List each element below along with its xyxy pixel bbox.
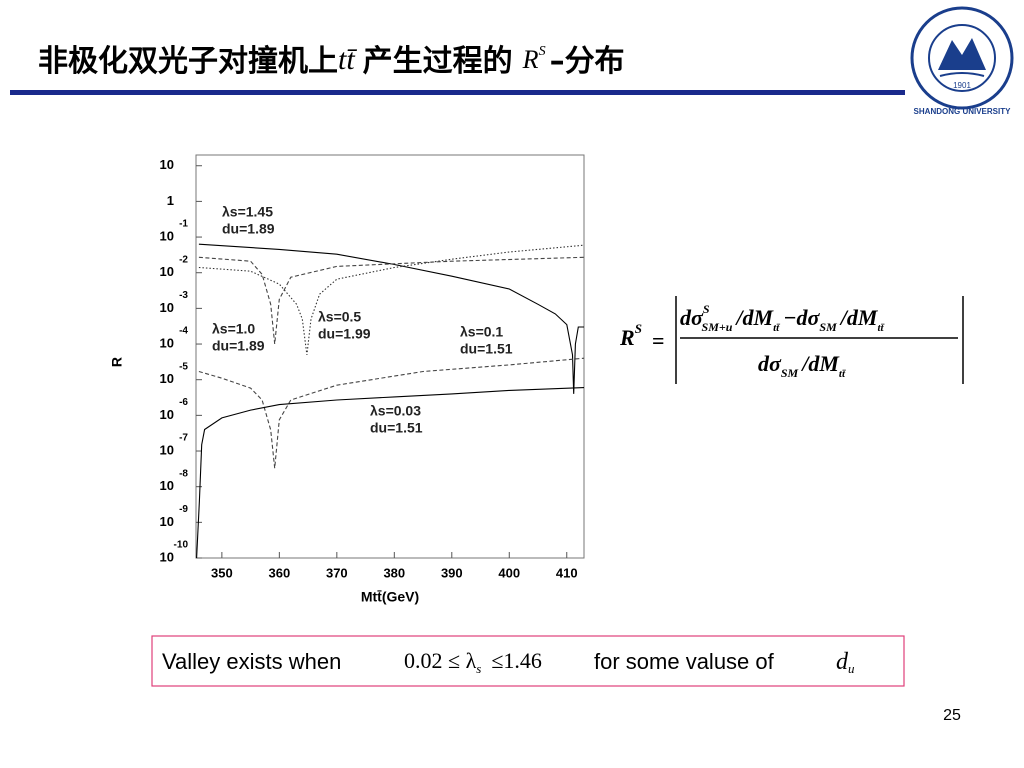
y-tick-label: 10 [160,514,174,529]
formula-part: /dM [734,305,774,330]
chart-bg [104,150,602,612]
y-tick-label: 10 [160,264,174,279]
logo-name: SHANDONG UNIVERSITY [914,107,1012,116]
formula-part: SM [819,320,837,334]
series-du: du=1.89 [222,221,275,237]
formula-part: dσ [680,305,704,330]
x-tick-label: 410 [556,565,578,580]
note-text: for some valuse of [594,649,775,674]
y-tick-label: 10 [160,228,174,243]
note-box [151,635,905,687]
y-tick-exponent: -8 [179,468,188,479]
series-du: du=1.89 [212,338,265,354]
y-tick-label: 10 [160,549,174,564]
series-label: λs=1.45 [222,204,273,220]
title-tt: tt̄ [338,43,358,76]
note-text: Valley exists when [162,649,341,674]
note-du: u [848,661,855,676]
page-number: 25 [943,707,961,724]
y-tick-exponent: -6 [179,397,188,408]
formula-lhs: RS [619,321,642,350]
y-tick-label: 10 [160,371,174,386]
y-tick-label: 1 [167,193,174,208]
y-tick-label: 10 [160,300,174,315]
y-tick-exponent: -9 [179,504,188,515]
x-axis-label: Mtt̄(GeV) [361,588,419,604]
note-range: s [476,661,481,676]
formula-part: dσ [758,351,782,376]
logo-wave [939,72,985,77]
y-tick-label: 10 [160,407,174,422]
series-du: du=1.99 [318,326,371,342]
y-tick-exponent: -7 [179,433,188,444]
series-line [196,387,585,559]
x-tick-label: 370 [326,565,348,580]
note-du: d [836,649,849,675]
series-label: λs=0.03 [370,403,421,419]
x-tick-label: 380 [383,565,405,580]
series-line [198,357,585,469]
title: 非极化双光子对撞机上tt̄ 产生过程的 RS –分布 [38,43,625,79]
series-label: λs=0.5 [318,309,361,325]
x-tick-label: 360 [268,565,290,580]
y-tick-label: 10 [160,335,174,350]
logo-ring [928,24,996,92]
formula-eq: = [652,328,665,353]
title-text: 产生过程的 [363,44,513,79]
y-tick-exponent: -2 [179,254,188,265]
y-tick-label: 10 [160,442,174,457]
series-label: λs=1.0 [212,321,255,337]
logo-year: 1901 [953,81,971,90]
formula-part: −dσ [783,305,820,330]
formula-part: S [635,321,642,336]
formula-part: tt̄ [773,322,780,334]
formula: RS = dσS SM+u/dMtt̄ −dσSM/dMtt̄ dσSM/dMtt̄ [619,296,964,384]
note-range: ≤1.46 [491,648,542,673]
formula-part: tt̄ [877,322,884,334]
formula-numerator: dσS SM+u/dMtt̄ −dσSM/dMtt̄ [680,302,885,334]
plot-frame [195,154,585,559]
title-text: –分布 [550,44,625,79]
logo-mountain [938,38,986,70]
logo-ring [910,6,1014,110]
formula-part: /dM [800,351,840,376]
series-line [198,243,584,394]
x-tick-label: 350 [211,565,233,580]
formula-part: SM+u [702,320,733,334]
chart: 350 360 370 380 390 400 410 10 1 10 -1 10 -2 10 -3 10 -4… [104,150,602,612]
x-tick-label: 390 [441,565,463,580]
formula-part: R [619,325,635,350]
y-tick-exponent: -3 [179,290,188,301]
y-tick-label: 10 [160,157,174,172]
title-text: 非极化双光子对撞机上 [38,44,338,79]
y-tick-exponent: -4 [179,326,188,337]
note-range: 0.02 ≤ λ [404,648,477,673]
y-axis-label: R [109,357,125,367]
formula-part: /dM [839,305,879,330]
note: Valley exists when 0.02 ≤ λs ≤1.46 for some… [162,648,855,676]
title-rule [10,90,905,95]
series-du: du=1.51 [460,341,513,357]
formula-part: S [703,302,710,316]
x-tick-label: 400 [498,565,520,580]
series-line [198,256,585,345]
logo: 1901 SHANDONG UNIVERSITY [910,6,1014,116]
y-tick-exponent: -10 [174,540,189,551]
formula-part: SM [781,366,799,380]
formula-denominator: dσSM/dMtt̄ [758,351,846,380]
y-tick-label: 10 [160,478,174,493]
series-du: du=1.51 [370,420,423,436]
title-r-sup: S [539,44,546,59]
series-label: λs=0.1 [460,324,503,340]
y-tick-exponent: -1 [179,219,188,230]
y-tick-exponent: -5 [179,361,188,372]
title-r: R [522,45,539,74]
formula-part: tt̄ [839,368,846,380]
